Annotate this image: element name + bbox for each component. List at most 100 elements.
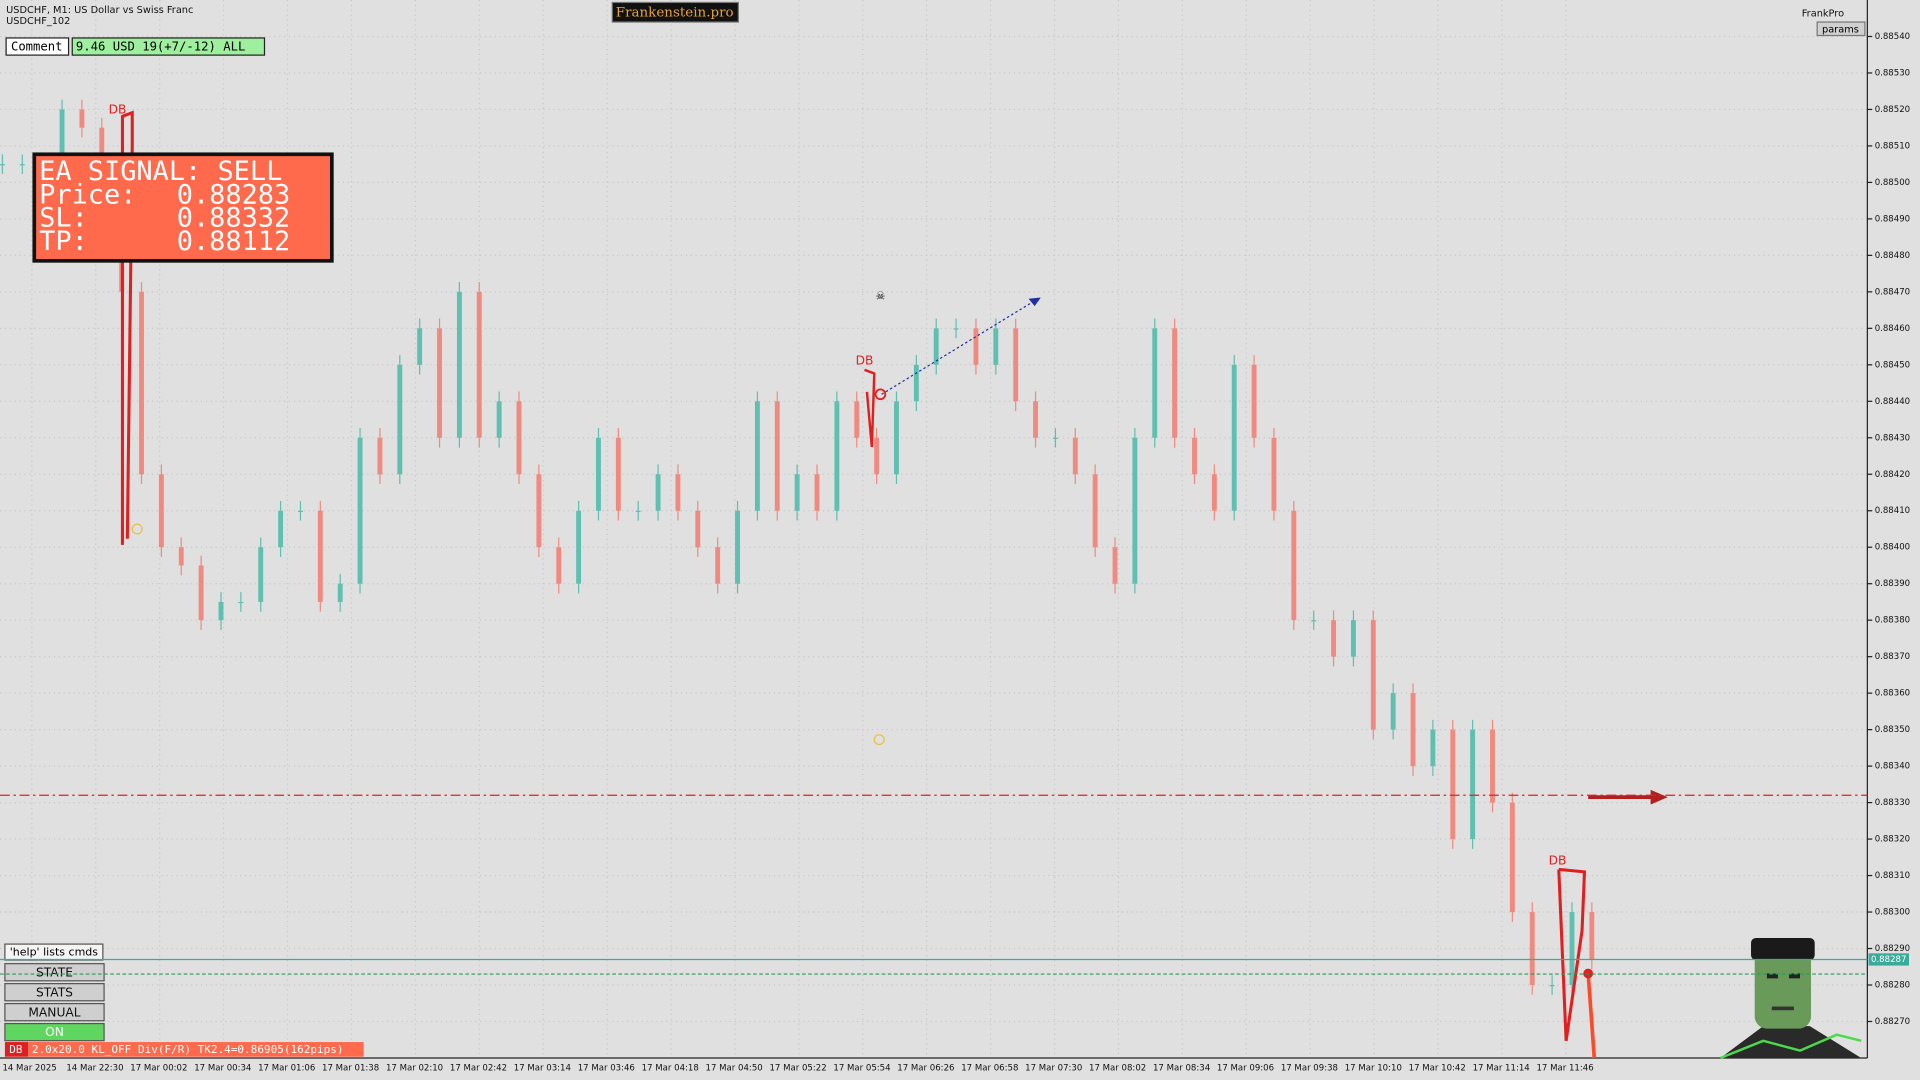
candle-body bbox=[456, 291, 462, 438]
ea-price-label: Price: bbox=[39, 179, 136, 210]
price-tick-label: 0.88430 bbox=[1875, 433, 1910, 443]
button-label[interactable]: STATE bbox=[36, 965, 73, 979]
candle-body bbox=[913, 364, 919, 402]
candle-body bbox=[417, 328, 423, 365]
candle-body bbox=[1549, 984, 1555, 987]
account-label: USDCHF_102 bbox=[6, 16, 70, 27]
ea-sl: 0.88332 bbox=[177, 203, 290, 234]
help-text: 'help' lists cmds bbox=[10, 946, 99, 959]
price-tick-label: 0.88440 bbox=[1875, 397, 1910, 407]
price-tick-label: 0.88330 bbox=[1875, 798, 1910, 808]
pattern-label: DB bbox=[856, 354, 874, 368]
price-tick-label: 0.88490 bbox=[1875, 214, 1910, 224]
candle-body bbox=[238, 601, 244, 604]
candle-body bbox=[178, 547, 184, 566]
button[interactable] bbox=[4, 1002, 105, 1022]
candle-body bbox=[1092, 474, 1098, 548]
button-label[interactable]: MANUAL bbox=[28, 1005, 80, 1019]
time-tick-label: 17 Mar 11:14 bbox=[1473, 1063, 1530, 1073]
candle-body bbox=[1370, 620, 1376, 730]
params-button[interactable] bbox=[1816, 21, 1866, 37]
candle-body bbox=[496, 401, 502, 438]
candle-body bbox=[754, 401, 760, 511]
comment-value-box bbox=[71, 37, 266, 56]
price-tick-label: 0.88380 bbox=[1875, 616, 1910, 626]
time-tick-label: 17 Mar 06:58 bbox=[961, 1063, 1018, 1073]
mascot bbox=[1719, 937, 1862, 1060]
candle-body bbox=[1152, 328, 1158, 438]
time-tick-label: 17 Mar 04:18 bbox=[642, 1063, 699, 1073]
params-label[interactable]: params bbox=[1822, 24, 1859, 35]
candle-body bbox=[377, 437, 383, 475]
candle-body bbox=[158, 474, 164, 548]
candle-body bbox=[1231, 364, 1237, 511]
db-pattern bbox=[1557, 867, 1587, 1042]
time-tick-label: 17 Mar 00:02 bbox=[130, 1063, 187, 1073]
candle-body bbox=[1192, 437, 1197, 475]
candle-body bbox=[278, 510, 284, 548]
ea-tp: 0.88112 bbox=[177, 226, 290, 257]
candle-body bbox=[794, 474, 800, 511]
price-tick-label: 0.88480 bbox=[1875, 251, 1910, 261]
price-tick-label: 0.88410 bbox=[1875, 506, 1910, 516]
entry-marker bbox=[874, 388, 887, 401]
status-tag-box bbox=[4, 1042, 29, 1057]
comment-label-box bbox=[5, 37, 70, 56]
price-tick-label: 0.88350 bbox=[1875, 725, 1910, 735]
price-tick-label: 0.88390 bbox=[1875, 579, 1910, 589]
candle-body bbox=[1450, 729, 1456, 840]
candle-body bbox=[1211, 474, 1217, 511]
candle-body bbox=[397, 364, 403, 475]
candle-body bbox=[536, 474, 542, 548]
candle-body bbox=[1350, 620, 1356, 657]
candle-body bbox=[1072, 437, 1078, 475]
button-label[interactable]: ON bbox=[45, 1025, 64, 1039]
candle-body bbox=[556, 547, 562, 584]
sl-arrow-head bbox=[1650, 789, 1668, 805]
candle-body bbox=[1013, 328, 1019, 402]
price-tick-label: 0.88450 bbox=[1875, 360, 1910, 370]
candle-body bbox=[576, 510, 582, 584]
price-tick-label: 0.88500 bbox=[1875, 178, 1910, 188]
time-tick-label: 17 Mar 07:30 bbox=[1025, 1063, 1082, 1073]
candle-body bbox=[874, 437, 880, 475]
arrow-head bbox=[1028, 297, 1041, 307]
time-tick-label: 17 Mar 10:10 bbox=[1345, 1063, 1402, 1073]
candle-body bbox=[1251, 364, 1257, 438]
candle-body bbox=[1430, 729, 1436, 767]
status-tag: DB bbox=[9, 1043, 23, 1056]
price-tick-label: 0.88340 bbox=[1875, 762, 1910, 772]
candle-body bbox=[1291, 510, 1297, 621]
price-tick-label: 0.88280 bbox=[1875, 980, 1910, 990]
candle-body bbox=[695, 510, 701, 548]
candle-body bbox=[1052, 437, 1058, 440]
price-tick-label: 0.88470 bbox=[1875, 287, 1910, 297]
button[interactable] bbox=[4, 963, 105, 982]
candle-body bbox=[814, 474, 820, 511]
price-tick-label: 0.88520 bbox=[1875, 105, 1910, 115]
candle-body bbox=[1112, 547, 1118, 584]
button[interactable] bbox=[4, 1022, 105, 1042]
brand: Frankenstein.pro bbox=[616, 5, 734, 20]
candle-body bbox=[298, 510, 303, 512]
candle-body bbox=[337, 583, 343, 602]
candle-body bbox=[933, 328, 939, 365]
candle-body bbox=[1589, 912, 1595, 960]
candle-body bbox=[1311, 620, 1317, 622]
button[interactable] bbox=[4, 983, 105, 1002]
time-tick-label: 17 Mar 02:10 bbox=[386, 1063, 443, 1073]
brand-box bbox=[611, 1, 739, 23]
time-tick-label: 17 Mar 03:14 bbox=[514, 1063, 571, 1073]
time-tick-label: 17 Mar 05:22 bbox=[769, 1063, 826, 1073]
candle-body bbox=[1509, 802, 1515, 913]
status-text: 2.0x20.0 KL_OFF Div(F/R) TK2.4=0.86905(1… bbox=[32, 1043, 344, 1056]
time-tick-label: 17 Mar 04:50 bbox=[706, 1063, 763, 1073]
candle-body bbox=[1132, 437, 1138, 584]
candle-body bbox=[1033, 401, 1038, 438]
candle-body bbox=[258, 547, 264, 602]
ea-tp-label: TP: bbox=[39, 226, 88, 257]
candle-body bbox=[735, 510, 740, 584]
current-price-box bbox=[1868, 953, 1909, 966]
button-label[interactable]: STATS bbox=[36, 985, 73, 999]
time-tick-label: 14 Mar 2025 bbox=[2, 1063, 56, 1073]
